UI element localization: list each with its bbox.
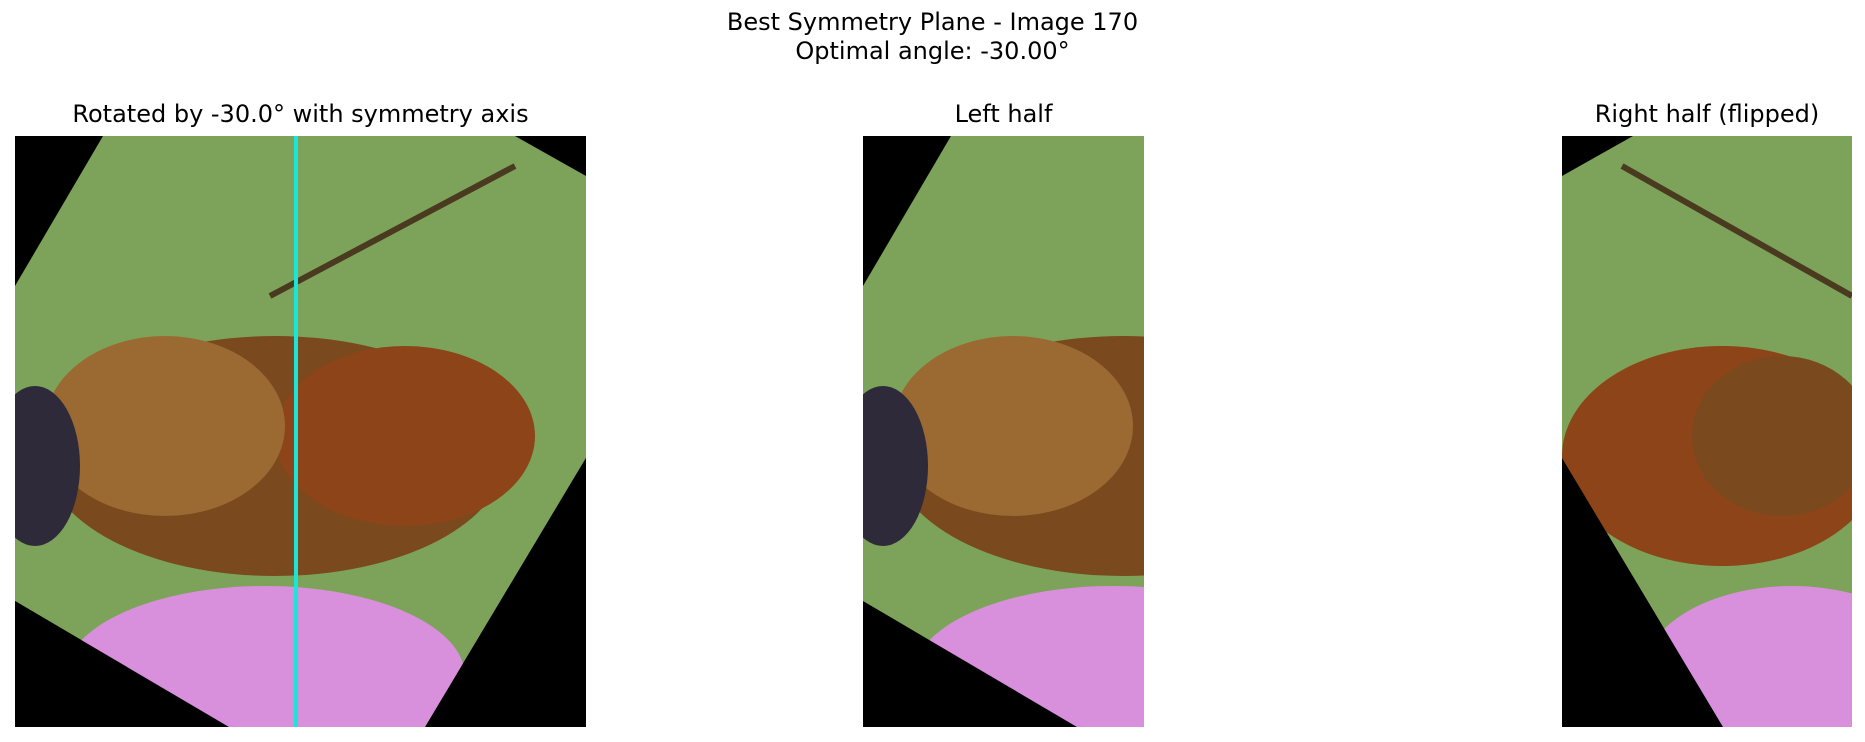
panel-1-image (15, 136, 586, 727)
suptitle-line-2: Optimal angle: -30.00° (795, 37, 1070, 65)
panel-2-image (863, 136, 1144, 727)
figure-suptitle: Best Symmetry Plane - Image 170 Optimal … (0, 8, 1865, 66)
bee-eye (15, 386, 80, 546)
panel-3-image (1562, 136, 1852, 727)
panel-1-title: Rotated by -30.0° with symmetry axis (72, 100, 529, 128)
panel-3-title: Right half (flipped) (1594, 100, 1820, 128)
panel-2-title: Left half (954, 100, 1053, 128)
suptitle-line-1: Best Symmetry Plane - Image 170 (726, 8, 1139, 36)
